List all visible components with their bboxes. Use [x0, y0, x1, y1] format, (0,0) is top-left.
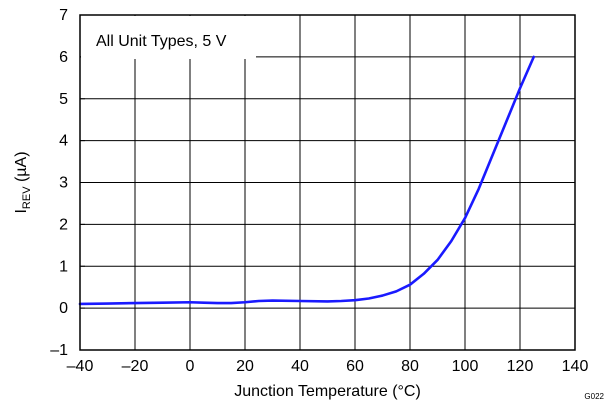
x-tick-label: 120: [507, 358, 534, 375]
y-axis-label-unit: (µA): [13, 151, 30, 186]
x-tick-label: 80: [401, 358, 419, 375]
y-tick-label: 1: [59, 258, 68, 275]
y-tick-label: 0: [59, 300, 68, 317]
y-axis-tick-labels: –1 0 1 2 3 4 5 6 7: [50, 7, 68, 359]
series-line: [78, 55, 536, 306]
y-tick-label: 6: [59, 49, 68, 66]
x-tick-label: 100: [452, 358, 479, 375]
y-tick-label: 5: [59, 91, 68, 108]
x-tick-label: 40: [291, 358, 309, 375]
y-tick-label: 4: [59, 133, 68, 150]
y-axis-label-main: I: [13, 209, 30, 213]
annotation-text: All Unit Types, 5 V: [96, 33, 227, 50]
grid: [80, 15, 575, 350]
y-tick-label: 7: [59, 7, 68, 24]
y-axis-label-subscript: REV: [21, 186, 33, 209]
x-tick-label: 0: [186, 358, 195, 375]
y-tick-label: 2: [59, 216, 68, 233]
plot-frame: [79, 14, 576, 351]
x-tick-label: 140: [562, 358, 589, 375]
y-tick-label: 3: [59, 175, 68, 192]
x-axis-tick-labels: –40 –20 0 20 40 60 80 100 120 140: [67, 358, 589, 375]
x-axis-label: Junction Temperature (°C): [234, 383, 421, 400]
annotation-background: [81, 16, 256, 59]
x-tick-label: 20: [236, 358, 254, 375]
figure-id: G022: [584, 392, 604, 401]
x-tick-label: –20: [122, 358, 149, 375]
y-axis-label: IREV (µA): [13, 151, 33, 213]
y-tick-label: –1: [50, 342, 68, 359]
x-tick-label: 60: [346, 358, 364, 375]
x-tick-label: –40: [67, 358, 94, 375]
